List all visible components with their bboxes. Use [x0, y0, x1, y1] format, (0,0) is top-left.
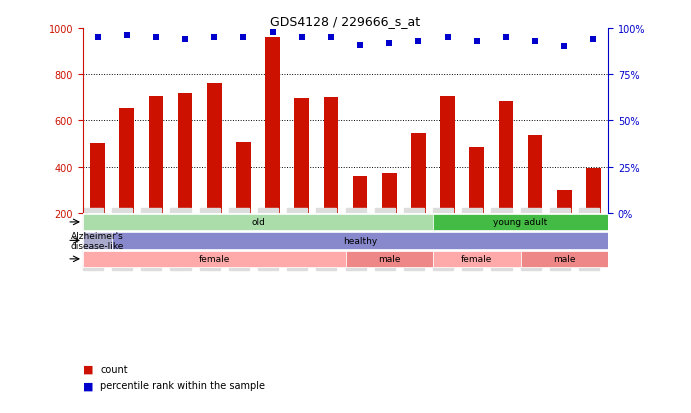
Point [559, 44, 570, 51]
FancyBboxPatch shape [83, 251, 346, 268]
Text: ■: ■ [83, 380, 93, 390]
Bar [586, 168, 600, 213]
Text: male: male [553, 255, 576, 264]
Bar [207, 84, 222, 213]
FancyBboxPatch shape [83, 233, 112, 249]
Text: female: female [461, 255, 493, 264]
Title: GDS4128 / 229666_s_at: GDS4128 / 229666_s_at [270, 15, 421, 28]
Point [500, 35, 511, 41]
Point [529, 38, 540, 45]
Bar [382, 174, 397, 213]
Bar [265, 38, 280, 213]
Text: young adult: young adult [493, 218, 548, 227]
Point [267, 29, 278, 36]
Point [121, 33, 132, 40]
Text: count: count [100, 364, 128, 374]
Point [588, 37, 599, 43]
Bar [149, 97, 163, 213]
Point [209, 35, 220, 41]
Text: healthy: healthy [343, 236, 377, 245]
Bar [411, 134, 426, 213]
Point [384, 40, 395, 47]
Text: old: old [251, 218, 265, 227]
FancyBboxPatch shape [346, 251, 433, 268]
Bar [353, 176, 368, 213]
Text: male: male [378, 255, 401, 264]
FancyBboxPatch shape [112, 233, 608, 249]
Bar [91, 144, 105, 213]
Point [471, 38, 482, 45]
Bar [557, 190, 571, 213]
Point [442, 35, 453, 41]
Point [325, 35, 337, 41]
Point [180, 37, 191, 43]
Bar [294, 99, 309, 213]
Text: percentile rank within the sample: percentile rank within the sample [100, 380, 265, 390]
Bar [528, 136, 542, 213]
Bar [323, 98, 338, 213]
Point [413, 38, 424, 45]
Bar [236, 143, 251, 213]
Bar [178, 93, 192, 213]
Point [92, 35, 103, 41]
Point [151, 35, 162, 41]
FancyBboxPatch shape [520, 251, 608, 268]
FancyBboxPatch shape [433, 251, 520, 268]
FancyBboxPatch shape [83, 214, 433, 231]
Point [238, 35, 249, 41]
Text: Alzheimer's
disease-like: Alzheimer's disease-like [70, 231, 124, 251]
Point [354, 42, 366, 49]
Text: ■: ■ [83, 364, 93, 374]
Point [296, 35, 307, 41]
FancyBboxPatch shape [433, 214, 608, 231]
Bar [120, 108, 134, 213]
Text: female: female [198, 255, 230, 264]
Bar [440, 97, 455, 213]
Bar [499, 102, 513, 213]
Bar [469, 147, 484, 213]
